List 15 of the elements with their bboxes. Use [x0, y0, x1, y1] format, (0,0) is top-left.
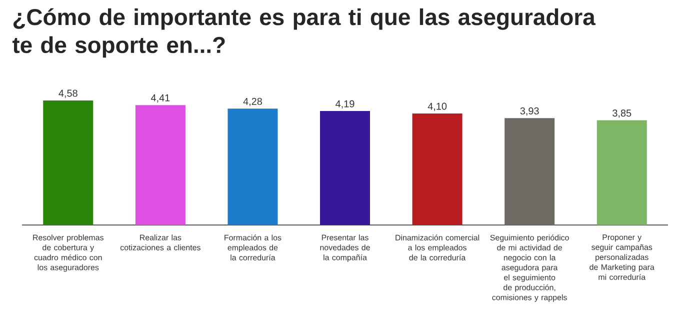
chart-title: ¿Cómo de importante es para ti que las aseguradora te de soporte en...?: [12, 8, 596, 58]
bar: [135, 105, 186, 225]
bar: [228, 108, 278, 225]
bar: [320, 111, 370, 225]
data-label: 3,85: [612, 110, 632, 118]
bar: [596, 120, 647, 225]
data-label: 4,58: [58, 90, 78, 98]
data-label: 3,93: [520, 107, 539, 116]
bar: [43, 100, 94, 225]
bar: [412, 114, 462, 225]
data-label: 4,41: [150, 94, 170, 103]
bar: [504, 118, 555, 225]
data-label: 4,28: [243, 98, 262, 106]
data-label: 4,19: [336, 100, 354, 109]
data-label: 4,10: [428, 102, 447, 111]
